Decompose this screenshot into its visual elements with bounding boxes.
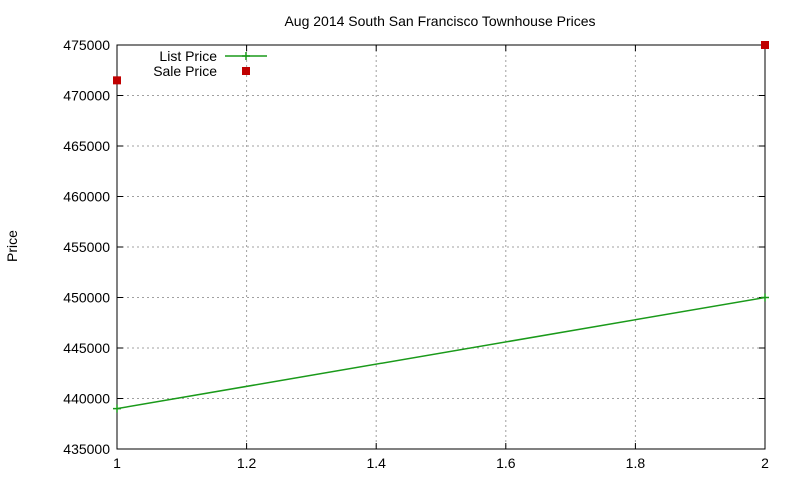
y-tick-label: 440000	[63, 391, 110, 407]
y-tick-label: 475000	[63, 37, 110, 53]
legend-point-sample	[242, 52, 250, 60]
y-tick-label: 450000	[63, 290, 110, 306]
sale-price-point	[761, 41, 769, 49]
y-tick-label: 455000	[63, 239, 110, 255]
y-tick-label: 470000	[63, 88, 110, 104]
list-price-line	[116, 296, 766, 410]
x-tick-label: 1.4	[366, 455, 386, 471]
legend-label: Sale Price	[153, 63, 217, 79]
list-price-point	[761, 293, 769, 302]
y-tick-label: 445000	[63, 340, 110, 356]
x-tick-label: 1.8	[626, 455, 646, 471]
x-tick-label: 1.2	[237, 455, 257, 471]
x-tick-label: 1	[113, 455, 121, 471]
axis-ticks: 1 1.2 1.4 1.6 1.8 2 435000 440000 445000 450000 45…	[63, 37, 769, 471]
x-tick-label: 2	[761, 455, 769, 471]
y-tick-label: 465000	[63, 138, 110, 154]
y-tick-label: 435000	[63, 441, 110, 457]
list-price-point	[113, 404, 121, 413]
y-tick-label: 460000	[63, 189, 110, 205]
y-axis-label: Price	[4, 230, 20, 262]
legend-label: List Price	[159, 48, 217, 64]
legend-point-sample	[242, 67, 250, 75]
x-tick-label: 1.6	[496, 455, 516, 471]
chart-title: Aug 2014 South San Francisco Townhouse P…	[284, 13, 595, 29]
data-series	[113, 41, 769, 413]
sale-price-point	[113, 76, 121, 85]
grid-lines	[117, 45, 765, 449]
